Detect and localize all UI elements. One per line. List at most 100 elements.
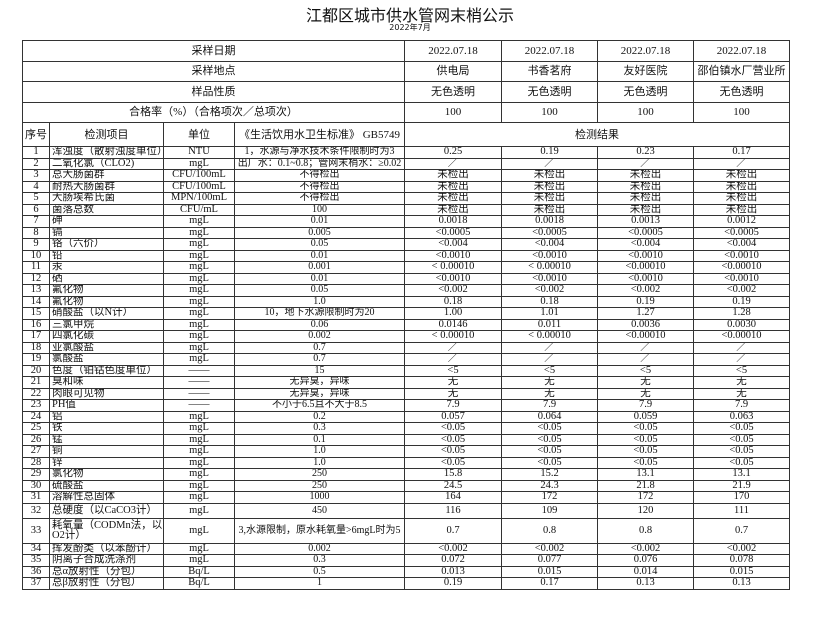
row-result: <0.0010 (693, 272, 790, 285)
row-result: 0.8 (501, 517, 598, 544)
row-unit: mgL (163, 238, 235, 251)
row-result: 116 (404, 502, 502, 519)
row-unit: mgL (163, 445, 235, 458)
sample-date-row: 采样日期 2022.07.18 2022.07.18 2022.07.18 20… (22, 40, 790, 62)
page-title: 江都区城市供水管网末梢公示 (305, 6, 514, 25)
table-row: 2 二氧化氯（CLO2) mgL 出厂水：0.1~0.8；管网末梢水：≥0.02 ／／／… (22, 157, 790, 170)
row-result: 0.7 (693, 517, 790, 544)
table-row: 1 浑浊度（散射浊度单位） NTU 1，水源与净水技术条件限制时为3 0.25 0.19 0… (22, 146, 790, 159)
row-unit: mgL (163, 226, 235, 239)
row-unit: mgL (163, 261, 235, 274)
row-item: 氟化物 (49, 284, 164, 297)
row-no: 29 (22, 468, 50, 481)
row-item: 铁 (49, 422, 164, 435)
row-no: 22 (22, 387, 50, 400)
row-result: <0.0005 (693, 226, 790, 239)
row-result: 0.23 (597, 146, 694, 159)
table-row: 28 锌 mgL 1.0 <0.05 <0.05 <0.05 <0.05 (22, 456, 790, 469)
row-result: 7.9 (501, 399, 598, 412)
row-standard: 0.7 (234, 341, 405, 354)
table-row: 25 铁 mgL 0.3 <0.05 <0.05 <0.05 <0.05 (22, 422, 790, 435)
row-result: <0.0010 (404, 249, 502, 262)
row-result: <0.00010 (693, 330, 790, 343)
row-unit: mgL (163, 295, 235, 308)
row-standard: 不得检出 (234, 169, 405, 182)
table-row: 16 三氯甲烷 mgL 0.06 0.0146 0.011 0.0036 0.0030 (22, 318, 790, 331)
row-standard: 3,水源限制，原水耗氧量>6mgL时为5 (234, 517, 405, 544)
row-unit: mgL (163, 542, 235, 555)
row-result: 13.1 (693, 468, 790, 481)
row-result: 15.8 (404, 468, 502, 481)
table-row: 22 肉眼可见物 —— 无异臭，异味无无无无 (22, 387, 790, 400)
sample-date: 2022.07.18 (404, 40, 502, 62)
row-result: <0.05 (597, 445, 694, 458)
row-result: 24.3 (501, 479, 598, 492)
row-item: 总大肠菌群 (49, 169, 164, 182)
row-result: 无 (501, 376, 598, 389)
row-result: 未检出 (597, 192, 694, 205)
row-result: 111 (693, 502, 790, 519)
row-unit: mgL (163, 284, 235, 297)
table-row: 11 汞 mgL 0.001 < 0.00010 < 0.00010 <0.00010 <0.… (22, 261, 790, 274)
row-result: 109 (501, 502, 598, 519)
row-no: 24 (22, 410, 50, 423)
row-result: <0.0005 (501, 226, 598, 239)
row-no: 9 (22, 238, 50, 251)
row-unit: CFU/100mL (163, 169, 235, 182)
row-result: <0.0005 (597, 226, 694, 239)
row-result: <0.05 (404, 456, 502, 469)
row-no: 32 (22, 502, 50, 519)
row-result: 未检出 (404, 180, 502, 193)
row-standard: 0.05 (234, 284, 405, 297)
sample-site: 书香茗府 (501, 60, 598, 82)
row-unit: mgL (163, 422, 235, 435)
row-result: ／ (597, 341, 694, 354)
row-item: 浑浊度（散射浊度单位） (49, 146, 164, 159)
row-item: 氯化物 (49, 468, 164, 481)
row-unit: —— (163, 364, 235, 377)
row-result: <0.05 (501, 433, 598, 446)
table-row: 27 铜 mgL 1.0 <0.05 <0.05 <0.05 <0.05 (22, 445, 790, 458)
row-result: 未检出 (501, 169, 598, 182)
row-standard: 15 (234, 364, 405, 377)
row-unit: MPN/100mL (163, 192, 235, 205)
row-result: ／ (693, 157, 790, 170)
row-result: <0.05 (597, 422, 694, 435)
row-item: 铬（六价） (49, 238, 164, 251)
row-result: 7.9 (693, 399, 790, 412)
row-standard: 1.0 (234, 445, 405, 458)
row-item: 肉眼可见物 (49, 387, 164, 400)
row-standard: 出厂水：0.1~0.8；管网末梢水：≥0.02 (234, 157, 405, 170)
pass-rate: 100 (693, 101, 790, 123)
row-result: 0.19 (597, 295, 694, 308)
table-row: 33 耗氧量（CODMn法，以O2计） mgL 3,水源限制，原水耗氧量>6mgL时为… (22, 517, 790, 544)
table-row: 20 色度（铂钴色度单位） —— 15 <5 <5 <5 <5 (22, 364, 790, 377)
row-result: 无 (693, 387, 790, 400)
row-result: 0.17 (693, 146, 790, 159)
table-row: 8 镉 mgL 0.005 <0.0005 <0.0005 <0.0005 <0.0005 (22, 226, 790, 239)
row-result: 无 (404, 376, 502, 389)
row-result: <0.004 (597, 238, 694, 251)
row-result: 0.0018 (501, 215, 598, 228)
row-item: 氯酸盐 (49, 353, 164, 366)
row-result: <0.05 (501, 456, 598, 469)
row-item: 亚氯酸盐 (49, 341, 164, 354)
row-standard: 不得检出 (234, 192, 405, 205)
row-unit: mgL (163, 456, 235, 469)
row-result: 0.19 (693, 295, 790, 308)
row-result: < 0.00010 (404, 330, 502, 343)
table-row: 6 菌落总数 CFU/mL 100 未检出 未检出 未检出 未检出 (22, 203, 790, 216)
row-result: ／ (501, 353, 598, 366)
row-unit: —— (163, 376, 235, 389)
row-result: 0.18 (501, 295, 598, 308)
row-result: 无 (404, 387, 502, 400)
row-result: <0.002 (404, 284, 502, 297)
row-item: 色度（铂钴色度单位） (49, 364, 164, 377)
row-no: 31 (22, 491, 50, 504)
row-result: ／ (404, 157, 502, 170)
row-result: 未检出 (404, 169, 502, 182)
row-unit: mgL (163, 157, 235, 170)
row-result: <0.0010 (597, 272, 694, 285)
row-result: ／ (693, 341, 790, 354)
row-no: 1 (22, 146, 50, 159)
